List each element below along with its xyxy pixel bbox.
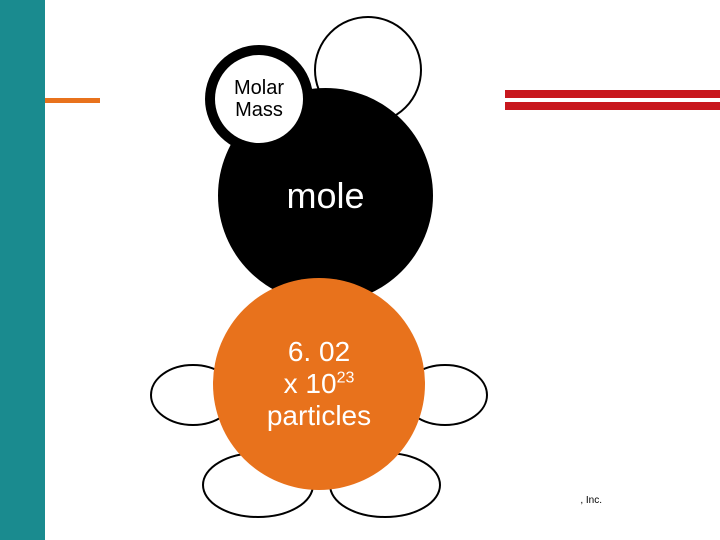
ear-left-line1: Molar [234, 77, 284, 99]
red-bar-2 [505, 102, 720, 110]
belly-line3: particles [267, 400, 371, 432]
orange-tick [45, 98, 100, 103]
ear-left-line2: Mass [234, 99, 284, 121]
belly-line2: x 1023 [284, 368, 355, 400]
red-bar-1 [505, 90, 720, 98]
footer-copyright: , Inc. [580, 495, 602, 506]
ear-left-outer: Molar Mass [205, 45, 313, 153]
red-accent-bars [505, 90, 720, 112]
belly-circle: 6. 02 x 1023 particles [213, 278, 425, 490]
belly-line1: 6. 02 [288, 336, 350, 368]
head-label: mole [286, 175, 364, 217]
teal-sidebar [0, 0, 45, 540]
ear-left-inner: Molar Mass [215, 55, 303, 143]
